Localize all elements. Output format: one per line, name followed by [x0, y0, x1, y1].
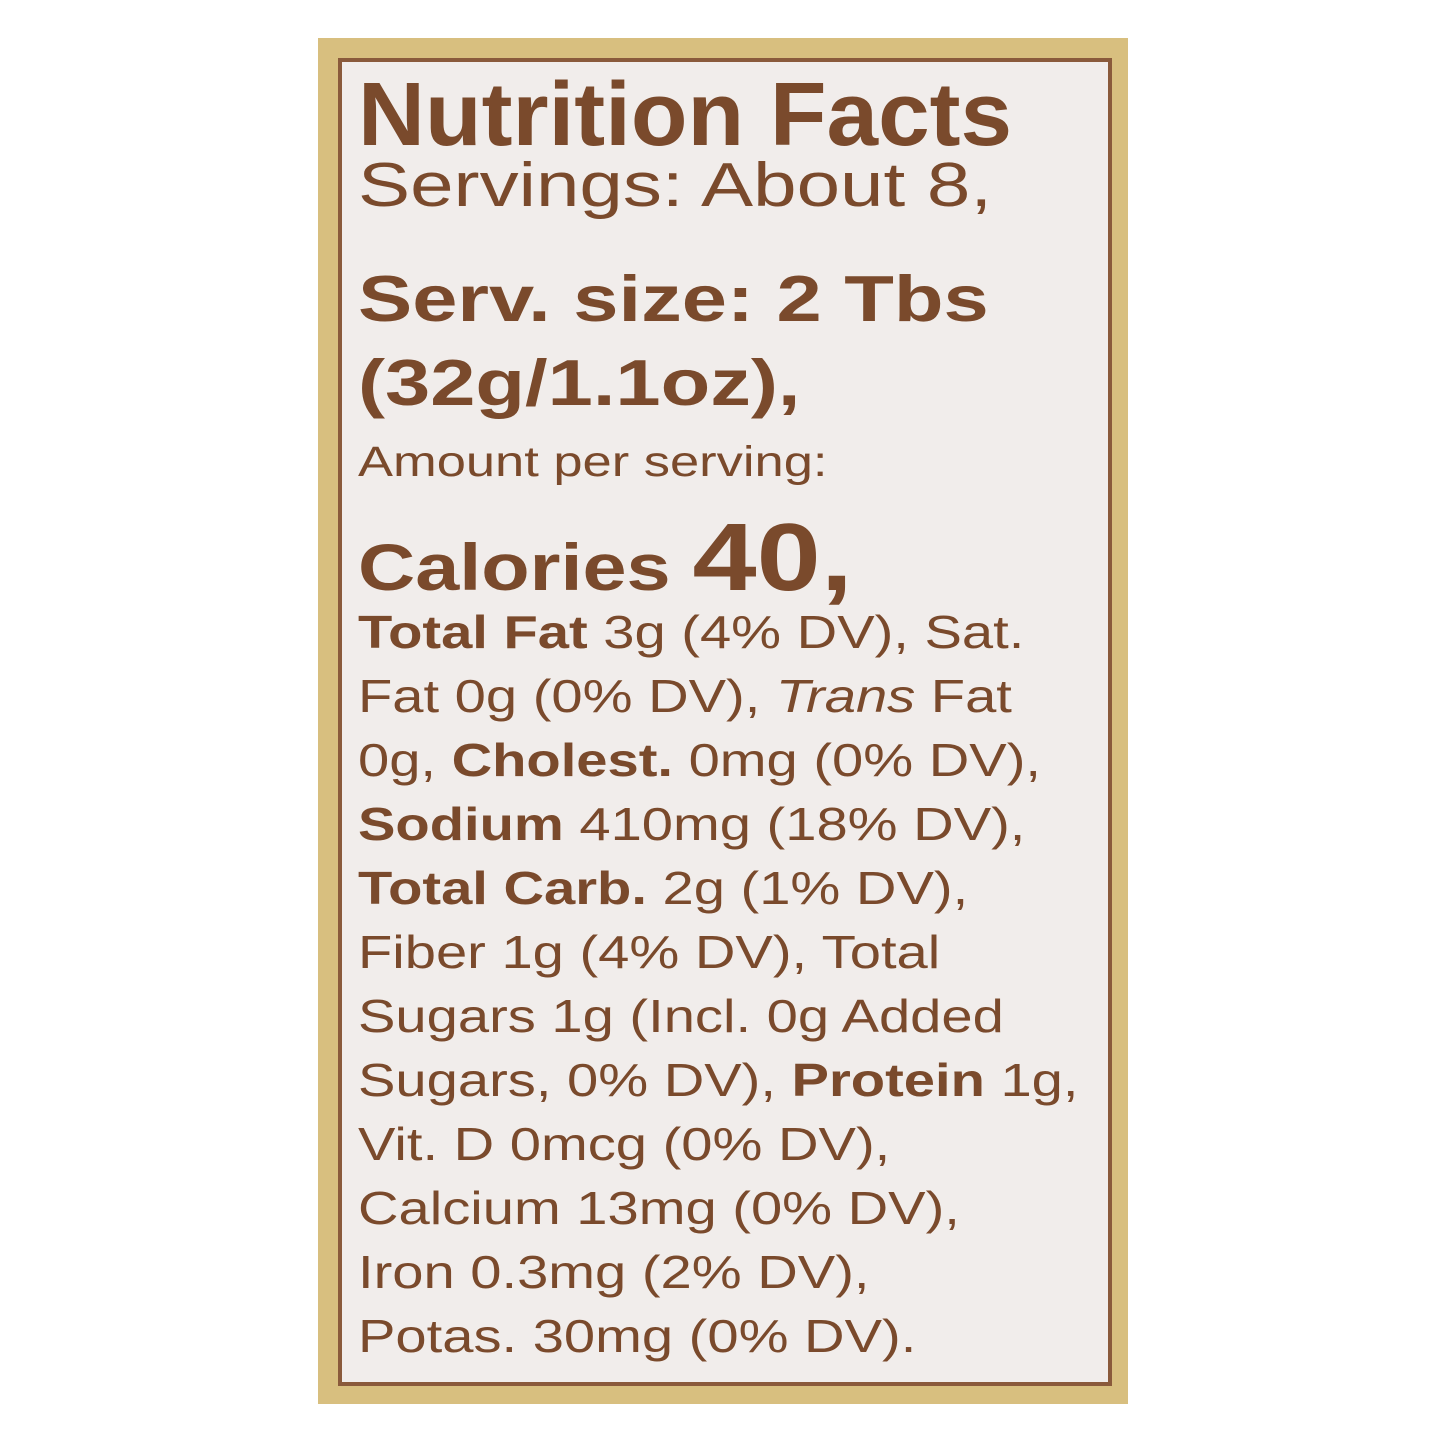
nutrient-text: Sugars, 0% DV), [358, 1054, 792, 1106]
nutrient-text: 1g, [984, 1054, 1079, 1106]
nutrient-name: Protein [791, 1054, 985, 1106]
nutrient-name: Sodium [358, 798, 564, 850]
nutrient-text: Calcium 13mg (0% DV), [358, 1182, 960, 1234]
nutrient-text: Potas. 30mg (0% DV). [358, 1310, 917, 1362]
serving-size: Serv. size: 2 Tbs [358, 262, 989, 335]
calories-value: 40, [692, 504, 853, 611]
nutrient-text: Sugars 1g (Incl. 0g Added [358, 990, 1004, 1042]
calories-line: Calories 40, [358, 510, 853, 606]
nutrient-text: 410mg (18% DV), [563, 798, 1026, 850]
nutrient-line: Sugars 1g (Incl. 0g Added [358, 993, 1004, 1039]
nutrient-line: 0g, Cholest. 0mg (0% DV), [358, 737, 1041, 783]
nutrient-text: 2g (1% DV), [646, 862, 969, 914]
servings: Servings: About 8, [358, 151, 993, 220]
label-panel [338, 58, 1112, 1386]
nutrient-line: Total Fat 3g (4% DV), Sat. [358, 609, 1024, 655]
nutrient-line: Vit. D 0mcg (0% DV), [358, 1121, 890, 1167]
nutrient-text: Trans [775, 670, 916, 722]
nutrient-name: Cholest. [451, 734, 674, 786]
nutrient-line: Sodium 410mg (18% DV), [358, 801, 1025, 847]
nutrient-text: 0mg (0% DV), [673, 734, 1042, 786]
nutrient-text: 3g (4% DV), Sat. [587, 606, 1025, 658]
nutrient-line: Calcium 13mg (0% DV), [358, 1185, 960, 1231]
title: Nutrition Facts [358, 65, 1013, 165]
nutrient-text: Fiber 1g (4% DV), Total [358, 926, 941, 978]
nutrient-name: Total Carb. [358, 862, 647, 914]
nutrient-text: Fat [915, 670, 1012, 722]
nutrient-line: Potas. 30mg (0% DV). [358, 1313, 916, 1359]
calories-label: Calories [358, 530, 693, 604]
nutrient-text: 0g, [358, 734, 452, 786]
nutrient-line: Sugars, 0% DV), Protein 1g, [358, 1057, 1078, 1103]
nutrient-line: Fat 0g (0% DV), Trans Fat [358, 673, 1012, 719]
nutrient-line: Iron 0.3mg (2% DV), [358, 1249, 870, 1295]
serving-size: (32g/1.1oz), [358, 346, 801, 419]
nutrient-text: Fat 0g (0% DV), [358, 670, 776, 722]
nutrient-line: Fiber 1g (4% DV), Total [358, 929, 940, 975]
nutrient-name: Total Fat [358, 606, 588, 658]
nutrient-line: Total Carb. 2g (1% DV), [358, 865, 968, 911]
nutrient-text: Vit. D 0mcg (0% DV), [358, 1118, 891, 1170]
amount-per-serving: Amount per serving: [358, 438, 828, 486]
nutrient-text: Iron 0.3mg (2% DV), [358, 1246, 870, 1298]
